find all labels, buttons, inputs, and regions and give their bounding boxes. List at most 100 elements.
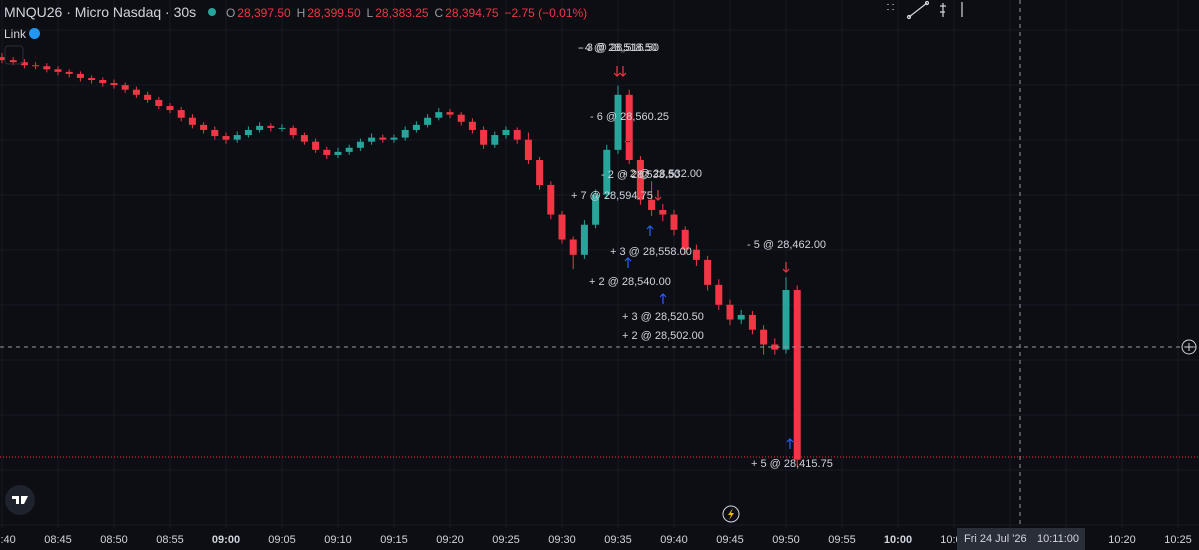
candle-body [614, 94, 622, 150]
sell-arrows [613, 66, 790, 273]
candle-body [99, 80, 107, 84]
link[interactable]: Link [4, 27, 41, 41]
trade-label: + 3 @ 28,558.00 [610, 246, 692, 258]
candle-body [256, 125, 264, 130]
time-label: 08:45 [44, 534, 72, 546]
buy-arrows [624, 225, 794, 449]
candle-body [793, 289, 801, 460]
candle-body [144, 94, 152, 100]
candle-body [760, 329, 768, 345]
candle-body [401, 129, 409, 138]
candle-body [312, 141, 320, 150]
candle-body [435, 112, 443, 118]
candle-body [0, 57, 6, 61]
candle-body [625, 94, 633, 161]
collapse-button[interactable] [4, 45, 24, 65]
time-label: 09:20 [436, 534, 464, 546]
time-label: 09:25 [492, 534, 520, 546]
time-label: 09:55 [828, 534, 856, 546]
ohlc-label: C [434, 6, 444, 20]
candle-body [424, 117, 432, 125]
tv-logo[interactable] [5, 485, 35, 515]
crosshair-time: 10:11:00 [1037, 533, 1079, 545]
time-label: 10:25 [1164, 534, 1192, 546]
ohlc-value: 28,394.75 [445, 6, 499, 20]
candle-body [446, 112, 454, 115]
trade-label: + 5 @ 28,415.75 [751, 458, 833, 470]
ohlc-value: 28,397.50 [237, 6, 291, 20]
trade-label: + 2 @ 28,540.00 [589, 276, 671, 288]
candle-body [54, 69, 62, 72]
candle-body [480, 129, 488, 145]
candle-body [233, 135, 241, 140]
candle-body [558, 214, 566, 240]
candle-body [278, 127, 286, 129]
time-label: 09:00 [212, 534, 240, 546]
candle-body [9, 60, 17, 63]
link-dot [29, 28, 41, 39]
candle-body [267, 125, 275, 128]
candle-body [468, 121, 476, 130]
trade-label: - 6 @ 28,560.25 [590, 111, 669, 123]
candle-body [726, 304, 734, 320]
candle-body [524, 139, 532, 161]
ohlc-value: 28,383.25 [375, 6, 429, 20]
time-label: 08:55 [156, 534, 184, 546]
time-label: 09:10 [324, 534, 352, 546]
time-label: 09:30 [548, 534, 576, 546]
ohlc-value: 28,399.50 [307, 6, 361, 20]
ohlc-label: O [225, 6, 236, 20]
crosshair-date: Fri 24 Jul '26 [964, 533, 1027, 545]
candle-body [692, 249, 700, 260]
candle-body [569, 239, 577, 255]
add-icon [1185, 343, 1193, 351]
time-label: 09:15 [380, 534, 408, 546]
time-label: 10:00 [884, 534, 912, 546]
lightning-icon [728, 508, 734, 520]
candle-body [636, 160, 644, 200]
candle-body [379, 137, 387, 140]
tv-logo-mark [12, 496, 28, 504]
candle-body [211, 129, 219, 137]
candle-body [390, 137, 398, 140]
time-label: 09:40 [660, 534, 688, 546]
time-label: 09:05 [268, 534, 296, 546]
ohlc-label: H [296, 6, 306, 20]
candle-body [412, 124, 420, 130]
candle-body [289, 127, 297, 136]
time-label: 09:35 [604, 534, 632, 546]
candle-body [536, 160, 544, 185]
candle-body [356, 141, 364, 148]
candle-body [603, 149, 611, 195]
trade-label: - 5 @ 28,462.00 [747, 239, 826, 251]
candle-body [222, 136, 230, 140]
candle-body [368, 137, 376, 142]
time-label: 08:50 [100, 534, 128, 546]
candle-body [166, 106, 174, 111]
time-label: 08:40 [0, 534, 16, 546]
candle-body [121, 85, 129, 90]
change: −2.75 (−0.01%) [504, 6, 588, 20]
candle-body [782, 289, 790, 350]
candle-body [155, 99, 163, 106]
candle-body [323, 149, 331, 155]
candle-body [110, 83, 118, 86]
candle-body [502, 129, 510, 136]
trade-label: - 2 @ 28,533.50 [601, 169, 680, 181]
candle-body [88, 77, 96, 81]
toolbar[interactable] [887, 0, 963, 20]
ohlc-label: L [366, 6, 374, 20]
candle-body [670, 214, 678, 230]
crosshair-label-box [957, 528, 1085, 550]
trade-label: - 2 @ 28,532.00 [623, 168, 702, 180]
candle-body [20, 62, 28, 66]
candle-body [681, 229, 689, 250]
candle-body [771, 344, 779, 350]
candle-body [737, 314, 745, 320]
trade-label: + 3 @ 28,520.50 [622, 311, 704, 323]
add-button[interactable] [1181, 339, 1197, 355]
legend: MNQU26 · Micro Nasdaq · 30s O 28,397.50 H… [4, 4, 589, 20]
link-label: Link [4, 27, 27, 41]
candle-body [244, 129, 252, 136]
trade-label: - 4 @ 28,518.50 [578, 42, 657, 54]
